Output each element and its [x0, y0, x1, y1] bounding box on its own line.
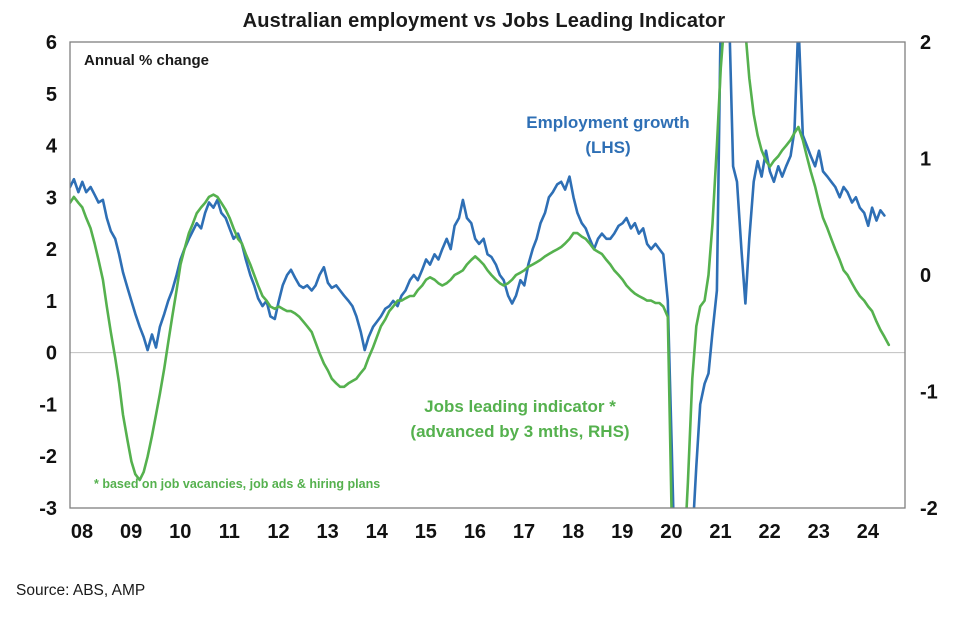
x-axis-tick-label: 23	[808, 521, 830, 543]
x-axis-tick-label: 13	[316, 521, 338, 543]
x-axis-tick-label: 12	[267, 521, 289, 543]
jobs-leading-indicator-label-line2: (advanced by 3 mths, RHS)	[410, 422, 630, 441]
x-axis-tick-label: 14	[366, 521, 389, 543]
right-axis-tick-label: 0	[920, 265, 931, 287]
employment-growth-label-line1: Employment growth	[526, 113, 690, 132]
x-axis-tick-label: 08	[71, 521, 93, 543]
jobs-leading-indicator-label-line1: Jobs leading indicator *	[424, 397, 616, 416]
x-axis-tick-label: 17	[513, 521, 535, 543]
x-axis-tick-label: 19	[611, 521, 633, 543]
x-axis-tick-label: 20	[660, 521, 682, 543]
x-axis-tick-label: 09	[120, 521, 142, 543]
left-axis-tick-label: 0	[46, 343, 57, 365]
x-axis-tick-label: 24	[857, 521, 880, 543]
left-axis-tick-label: -3	[39, 498, 57, 520]
employment-growth-line	[70, 42, 886, 508]
right-axis-tick-label: 2	[920, 32, 931, 54]
left-axis-tick-label: 1	[46, 291, 57, 313]
x-axis-tick-label: 18	[562, 521, 584, 543]
left-axis-tick-label: 5	[46, 84, 57, 106]
plot-border	[69, 41, 906, 509]
employment-growth-label-line2: (LHS)	[585, 138, 631, 157]
left-axis-tick-label: -2	[39, 446, 57, 468]
employment-growth-label: Employment growth (LHS)	[458, 110, 758, 160]
jobs-leading-indicator-line	[70, 42, 891, 508]
footnote: * based on job vacancies, job ads & hiri…	[94, 477, 381, 491]
left-axis-tick-label: -1	[39, 394, 57, 416]
left-axis-tick-label: 6	[46, 32, 57, 54]
source-note: Source: ABS, AMP	[16, 582, 146, 599]
x-axis-tick-label: 15	[415, 521, 437, 543]
jobs-leading-indicator-label: Jobs leading indicator * (advanced by 3 …	[360, 394, 680, 444]
x-axis-tick-label: 21	[709, 521, 731, 543]
x-axis-tick-label: 10	[169, 521, 191, 543]
left-axis-tick-label: 3	[46, 187, 57, 209]
axis-unit-note: Annual % change	[84, 52, 210, 69]
left-axis-tick-label: 4	[46, 136, 58, 158]
right-axis-tick-label: 1	[920, 149, 931, 171]
x-axis-tick-label: 11	[219, 521, 240, 543]
right-axis-tick-label: -1	[920, 382, 938, 404]
right-axis-tick-label: -2	[920, 498, 938, 520]
x-axis-tick-label: 16	[464, 521, 486, 543]
chart-title: Australian employment vs Jobs Leading In…	[242, 10, 726, 32]
x-axis-tick-label: 22	[759, 521, 781, 543]
left-axis-tick-label: 2	[46, 239, 57, 261]
